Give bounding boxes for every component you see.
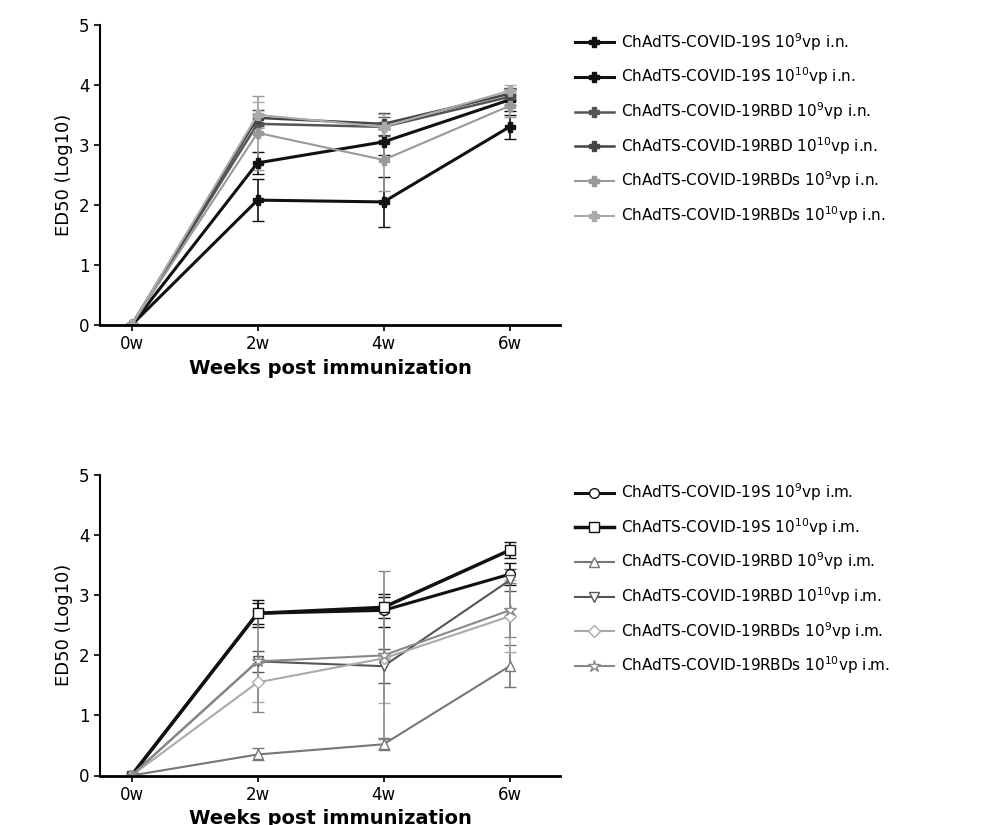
- Y-axis label: ED50 (Log10): ED50 (Log10): [55, 114, 73, 236]
- Y-axis label: ED50 (Log10): ED50 (Log10): [55, 564, 73, 686]
- Legend: ChAdTS-COVID-19S 10$^{9}$vp i.n., ChAdTS-COVID-19S 10$^{10}$vp i.n., ChAdTS-COVI: ChAdTS-COVID-19S 10$^{9}$vp i.n., ChAdTS…: [569, 25, 892, 232]
- X-axis label: Weeks post immunization: Weeks post immunization: [189, 809, 471, 825]
- Legend: ChAdTS-COVID-19S 10$^{9}$vp i.m., ChAdTS-COVID-19S 10$^{10}$vp i.m., ChAdTS-COVI: ChAdTS-COVID-19S 10$^{9}$vp i.m., ChAdTS…: [569, 475, 896, 682]
- X-axis label: Weeks post immunization: Weeks post immunization: [189, 359, 471, 378]
